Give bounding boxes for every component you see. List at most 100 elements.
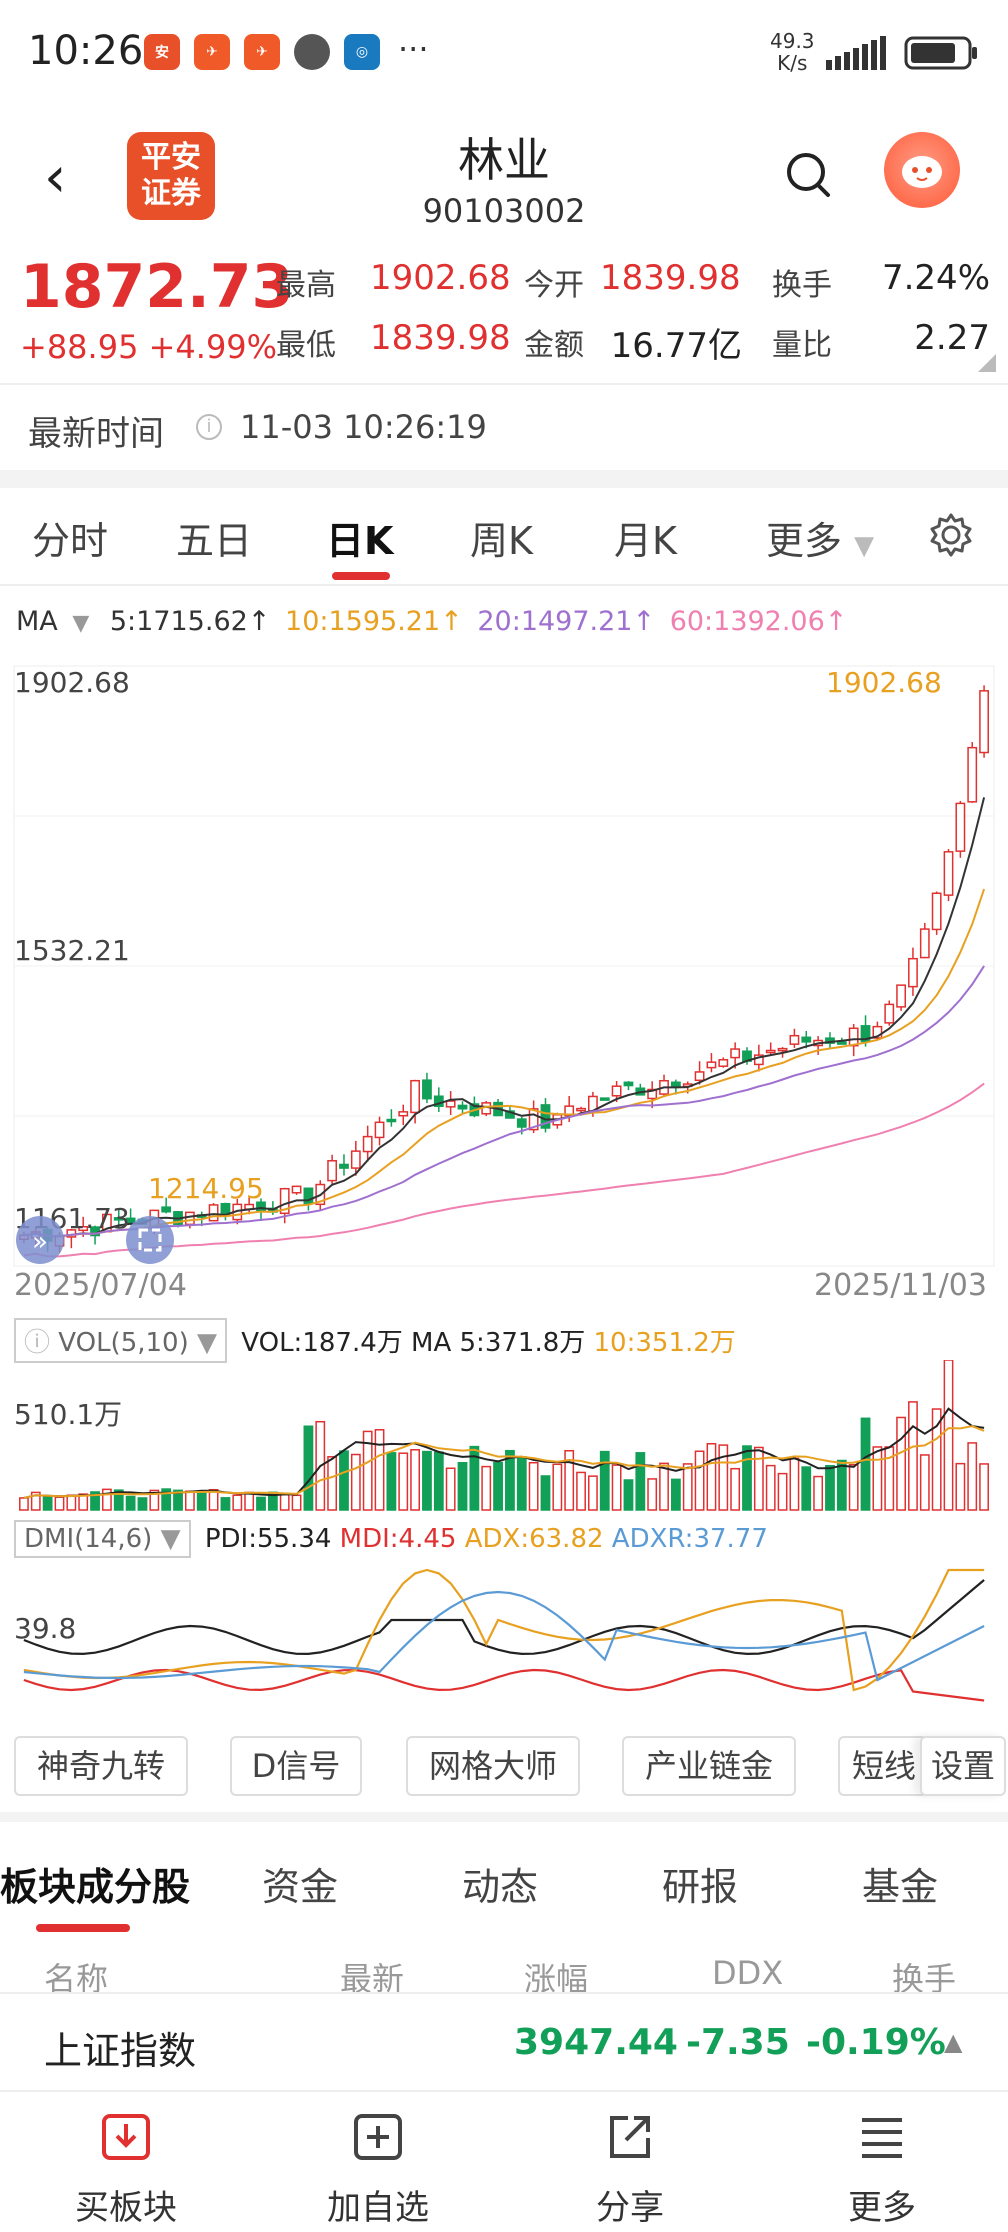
candle-body [279,1187,290,1215]
volume-indicator-selector[interactable]: ⓘ VOL(5,10) ▼ [14,1318,228,1363]
tab-more[interactable]: 更多 ▼ [766,510,874,565]
fullscreen-button[interactable] [126,1216,174,1264]
expand-left-button[interactable] [16,1216,64,1264]
pdi-value: PDI:55.34 [204,1524,332,1554]
candle-body [327,1160,338,1182]
settings-gear-icon[interactable] [928,512,974,558]
tab-capital[interactable]: 资金 [262,1865,339,1909]
adxr-line [23,1590,985,1682]
back-arrow-icon[interactable]: ‹ [44,145,67,210]
column-header-latest[interactable]: 最新 [340,1960,405,1998]
volume-bar [374,1429,385,1511]
min-price-marker: 1214.95 [148,1172,264,1205]
volume-bar [386,1452,397,1511]
candle-body [884,1003,895,1024]
add-watchlist-button[interactable]: 加自选 [288,2110,468,2229]
volume-bar [481,1465,492,1511]
tab-fund[interactable]: 基金 [862,1865,939,1909]
adx-line [23,1568,985,1692]
high-label: 最高 [276,268,336,303]
search-icon[interactable] [784,150,832,198]
adxr-value: ADXR:37.77 [611,1524,768,1554]
volume-bars-layer [19,1360,989,1511]
column-header-turnover[interactable]: 换手 [892,1960,957,1998]
tab-monthly-k[interactable]: 月K [614,519,677,563]
volume-bar [19,1497,29,1511]
volume-bar [125,1495,136,1511]
dmi-legend: DMI(14,6) ▼ PDI:55.34 MDI:4.45 ADX:63.82… [14,1520,768,1560]
dropdown-arrow-icon: ▼ [160,1524,181,1554]
column-header-change[interactable]: 涨幅 [524,1960,589,1998]
volume-bar [896,1416,906,1511]
expand-corner-icon[interactable] [978,354,996,372]
period-tabs: 分时 五日 日K 周K 月K 更多 ▼ [0,488,1008,586]
broker-logo[interactable]: 平安 证券 [127,132,215,220]
candle-body [256,1201,266,1212]
ma-selector[interactable]: MA ▼ [16,606,95,637]
volume-indicator-name: VOL(5,10) [58,1328,189,1358]
tool-grid-master[interactable]: 网格大师 [406,1736,580,1796]
ma60-line [23,1082,985,1258]
candle-body [801,1036,812,1043]
volume-bar [825,1464,835,1511]
volume-bar [777,1472,788,1511]
dmi-indicator-selector[interactable]: DMI(14,6) ▼ [14,1520,191,1558]
quote-panel: 1872.73 +88.95 +4.99% 最高 1902.68 最低 1839… [0,240,1008,385]
kline-chart-area[interactable]: 1902.68 1532.21 1161.73 1902.68 1214.95 … [0,660,1008,1390]
tab-five-day[interactable]: 五日 [176,519,253,563]
volume-bar [196,1492,207,1511]
clock: 10:26 [28,28,144,74]
volume-bar [659,1462,669,1511]
candle-body [836,1041,847,1045]
volume-bar [706,1443,717,1511]
candle-body [955,802,966,852]
dmi-chart: 39.8 [14,1568,985,1702]
buy-sector-button[interactable]: 买板块 [36,2110,216,2229]
volume-bar [860,1417,871,1511]
network-speed: 49.3 K/s [770,30,815,74]
low-value: 1839.98 [370,318,511,358]
candle-body [896,984,906,1008]
candle-body [872,1025,883,1039]
max-price-marker: 1902.68 [826,666,942,699]
share-button[interactable]: 分享 [540,2110,720,2229]
volume-bar [552,1463,563,1511]
tab-weekly-k[interactable]: 周K [470,519,533,563]
nav-label: 买板块 [75,2188,177,2228]
candle-body [362,1135,373,1153]
assistant-avatar[interactable] [884,132,960,208]
volume-bar [493,1461,503,1511]
column-header-ddx[interactable]: DDX [712,1954,784,1992]
index-ticker-row[interactable]: 上证指数 3947.44 -7.35 -0.19% ▲ [0,1992,1008,2092]
volume-bar [730,1467,741,1511]
volume-bar [469,1445,480,1511]
candle-body [765,1049,776,1054]
volume-bar [42,1496,53,1511]
tab-minute[interactable]: 分时 [32,519,109,563]
column-header-name[interactable]: 名称 [44,1960,109,1998]
bottom-action-bar: 买板块 加自选 分享 更多 [0,2092,1008,2232]
tool-d-signal[interactable]: D信号 [230,1736,362,1796]
tab-constituents[interactable]: 板块成分股 [0,1865,191,1909]
tool-settings[interactable]: 设置 [920,1736,1006,1796]
info-icon[interactable]: i [196,414,222,440]
volume-ma10-line [23,1425,985,1499]
volume-bar [931,1408,942,1511]
tab-news[interactable]: 动态 [462,1865,539,1909]
tab-daily-k[interactable]: 日K [326,519,394,563]
volume-bar [836,1459,847,1511]
candle-body [670,1081,681,1088]
tool-short-line[interactable]: 短线 [838,1736,928,1796]
tool-industry-chain[interactable]: 产业链金 [622,1736,796,1796]
tool-nine-turn[interactable]: 神奇九转 [14,1736,188,1796]
more-button[interactable]: 更多 [792,2110,972,2229]
date-axis: 2025/07/04 2025/11/03 [0,1268,1008,1308]
volume-ma5: MA 5:371.8万 [411,1328,586,1358]
expand-up-icon[interactable]: ▲ [944,2028,963,2056]
mdi-value: MDI:4.45 [339,1524,457,1554]
candle-body [410,1079,420,1114]
candle-body [647,1088,658,1100]
volume-bar [943,1360,954,1511]
tab-research[interactable]: 研报 [662,1865,739,1909]
candle-body [445,1100,456,1108]
